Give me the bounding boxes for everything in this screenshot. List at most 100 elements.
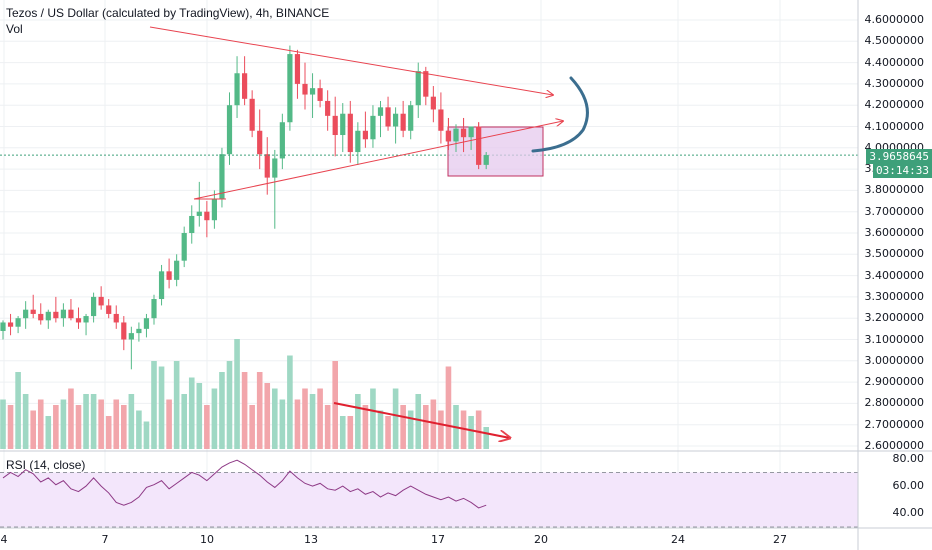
time-tick-label: 4 <box>0 533 8 546</box>
volume-bar <box>249 405 255 449</box>
candle-body <box>294 54 301 84</box>
volume-bar <box>241 372 248 449</box>
volume-bar <box>45 416 52 449</box>
candle-body <box>151 299 157 319</box>
volume-bar <box>302 388 308 449</box>
volume-bar <box>188 377 195 449</box>
volume-bar <box>370 388 376 449</box>
volume-bar <box>196 383 203 449</box>
price-tick-label: 3.0000000 <box>864 353 925 367</box>
rsi-label[interactable]: RSI (14, close) <box>6 458 86 472</box>
price-tick-label: 3.4000000 <box>864 268 925 282</box>
time-tick-label: 13 <box>304 533 318 546</box>
candle-body <box>136 328 142 334</box>
candle-body <box>189 215 195 233</box>
volume-bar <box>151 361 157 449</box>
candle-body <box>113 313 119 323</box>
volume-bar <box>347 416 354 449</box>
volume-bar <box>143 421 150 449</box>
volume-bar <box>37 399 44 449</box>
candle-body <box>264 154 270 178</box>
volume-bar <box>287 355 293 449</box>
symbol-title[interactable]: Tezos / US Dollar (calculated by Trading… <box>6 6 330 20</box>
volume-bar <box>75 405 82 449</box>
volume-bar <box>355 394 361 449</box>
price-tick-label: 2.8000000 <box>864 396 925 410</box>
volume-bar <box>362 405 369 449</box>
candle-body <box>174 260 180 280</box>
volume-label[interactable]: Vol <box>6 22 23 36</box>
candle-body <box>53 311 59 319</box>
time-tick-label: 20 <box>534 533 548 546</box>
candle-body <box>476 126 482 165</box>
price-tick-label: 4.4000000 <box>864 55 925 69</box>
rsi-pane <box>0 459 858 528</box>
price-tick-label: 3.8000000 <box>864 183 925 197</box>
time-tick-label: 24 <box>671 533 685 546</box>
grid-lines <box>0 0 858 528</box>
volume-bar <box>430 399 437 449</box>
volume-bar <box>468 416 474 449</box>
candle-body <box>309 88 316 95</box>
volume-bar <box>158 366 165 449</box>
volume-bar <box>294 399 301 449</box>
resistance-trendline <box>149 26 553 95</box>
candle-body <box>91 296 97 317</box>
candle-body <box>121 322 127 340</box>
candle-body <box>362 130 368 140</box>
candle-body <box>370 115 376 140</box>
volume-bar <box>90 394 97 449</box>
candle-body <box>68 309 74 319</box>
countdown-tag: 03:14:33 <box>873 163 932 178</box>
volume-bar <box>423 405 429 449</box>
volume-bar <box>121 405 127 449</box>
candle-body <box>106 305 112 314</box>
candle-body <box>0 322 6 331</box>
rsi-tick-label: 60.00 <box>892 479 925 493</box>
candle-body <box>196 211 202 216</box>
price-tick-label: 4.3000000 <box>864 76 925 90</box>
price-tick-label: 3.2000000 <box>864 311 925 325</box>
candle-body <box>445 130 452 142</box>
price-tick-label: 3.5000000 <box>864 247 925 261</box>
volume-bar <box>105 416 112 449</box>
volume-bar <box>226 361 233 449</box>
candle-body <box>7 322 14 327</box>
volume-bar <box>234 339 240 449</box>
time-tick-label: 17 <box>431 533 445 546</box>
rsi-tick-label: 80.00 <box>892 451 925 465</box>
curved-arrow <box>531 76 589 153</box>
candle-body <box>317 88 323 101</box>
candle-body <box>128 333 134 340</box>
volume-bar <box>219 372 225 449</box>
rsi-band <box>0 472 858 527</box>
candle-body <box>332 115 338 136</box>
candle-body <box>453 128 459 142</box>
volume-bar <box>445 366 452 449</box>
volume-bar <box>317 388 323 449</box>
candle-body <box>226 105 233 155</box>
candlesticks <box>0 45 489 370</box>
volume-bar <box>83 394 89 449</box>
volume-bar <box>53 405 59 449</box>
candle-body <box>302 83 308 95</box>
volume-bar <box>68 388 74 449</box>
price-tick-label: 4.2000000 <box>864 98 925 112</box>
volume-bar <box>113 399 120 449</box>
candle-body <box>204 211 210 221</box>
volume-bar <box>22 394 29 449</box>
volume-bar <box>256 372 263 449</box>
candle-body <box>438 109 444 131</box>
candle-body <box>400 113 406 131</box>
candle-body <box>98 296 104 306</box>
support-trendline <box>193 121 563 200</box>
volume-bar <box>272 388 278 449</box>
candle-body <box>460 128 467 138</box>
candle-body <box>468 126 474 138</box>
price-tick-label: 2.7000000 <box>864 417 925 431</box>
volume-bar <box>166 399 172 449</box>
price-tick-label: 2.9000000 <box>864 375 925 389</box>
volume-bar <box>136 410 142 449</box>
volume-bar <box>128 394 135 449</box>
